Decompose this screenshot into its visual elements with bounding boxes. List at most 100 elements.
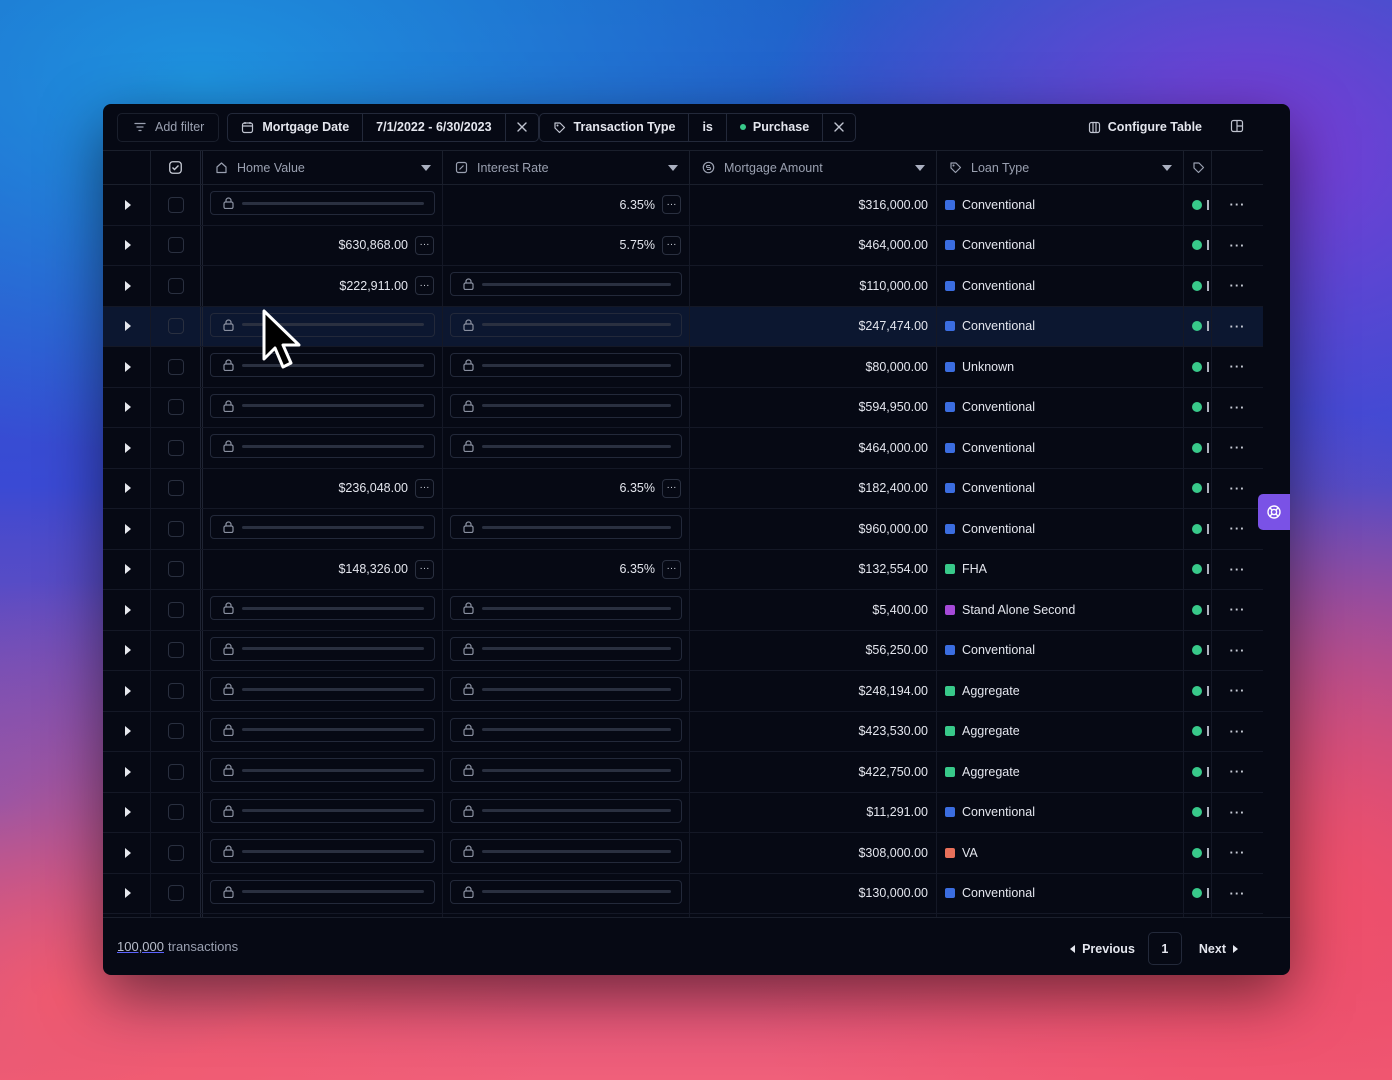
- mortgage-amount-cell[interactable]: $316,000.00: [690, 185, 937, 225]
- cell-menu-button[interactable]: ···: [662, 195, 681, 215]
- mortgage-amount-cell[interactable]: $960,000.00: [690, 509, 937, 549]
- row-actions-button[interactable]: ···: [1229, 683, 1246, 699]
- interest-rate-cell-locked[interactable]: [443, 873, 690, 913]
- add-filter-button[interactable]: Add filter: [117, 112, 220, 142]
- row-actions-button[interactable]: ···: [1229, 480, 1246, 496]
- row-actions-button[interactable]: ···: [1229, 521, 1246, 537]
- mortgage-amount-cell[interactable]: $248,194.00: [690, 671, 937, 711]
- expand-row-button[interactable]: [103, 468, 151, 508]
- mortgage-amount-cell[interactable]: $423,530.00: [690, 711, 937, 751]
- row-actions-button[interactable]: ···: [1229, 845, 1246, 861]
- expand-row-button[interactable]: [103, 914, 151, 918]
- table-row[interactable]: $80,000.00 Unknown ···: [103, 347, 1263, 388]
- home-value-cell-locked[interactable]: [203, 833, 443, 873]
- current-page-number[interactable]: 1: [1147, 932, 1182, 965]
- interest-rate-cell-locked[interactable]: [443, 266, 690, 306]
- truncated-status-cell[interactable]: [1184, 509, 1212, 549]
- row-actions-button[interactable]: ···: [1229, 359, 1246, 375]
- mortgage-amount-cell[interactable]: [690, 914, 937, 918]
- truncated-status-cell[interactable]: [1184, 671, 1212, 711]
- truncated-status-cell[interactable]: [1184, 711, 1212, 751]
- loan-type-cell[interactable]: Stand Alone Second: [937, 590, 1184, 630]
- cell-menu-button[interactable]: ···: [662, 235, 681, 255]
- home-value-cell-locked[interactable]: [203, 387, 443, 427]
- mortgage-amount-cell[interactable]: $247,474.00: [690, 306, 937, 346]
- row-actions-button[interactable]: ···: [1229, 885, 1246, 901]
- loan-type-cell[interactable]: Conventional: [937, 266, 1184, 306]
- expand-row-button[interactable]: [103, 185, 151, 225]
- interest-rate-cell-locked[interactable]: [443, 833, 690, 873]
- home-value-cell-locked[interactable]: [203, 914, 443, 918]
- truncated-status-cell[interactable]: [1184, 792, 1212, 832]
- interest-rate-cell-locked[interactable]: [443, 711, 690, 751]
- loan-type-cell[interactable]: Aggregate: [937, 671, 1184, 711]
- expand-row-button[interactable]: [103, 549, 151, 589]
- expand-row-button[interactable]: [103, 792, 151, 832]
- loan-type-cell[interactable]: Aggregate: [937, 752, 1184, 792]
- row-actions-button[interactable]: ···: [1229, 764, 1246, 780]
- row-actions-button[interactable]: ···: [1229, 602, 1246, 618]
- loan-type-cell[interactable]: VA: [937, 833, 1184, 873]
- truncated-status-cell[interactable]: [1184, 873, 1212, 913]
- truncated-status-cell[interactable]: [1184, 266, 1212, 306]
- truncated-status-cell[interactable]: [1184, 833, 1212, 873]
- row-checkbox[interactable]: [167, 237, 184, 254]
- remove-filter-button[interactable]: [823, 114, 855, 141]
- expand-row-button[interactable]: [103, 590, 151, 630]
- row-checkbox[interactable]: [167, 723, 184, 740]
- mortgage-amount-cell[interactable]: $422,750.00: [690, 752, 937, 792]
- locked-field[interactable]: [210, 353, 435, 377]
- mortgage-amount-cell[interactable]: $130,000.00: [690, 873, 937, 913]
- expand-row-button[interactable]: [103, 347, 151, 387]
- remove-filter-button[interactable]: [506, 114, 538, 141]
- column-header-loan-type[interactable]: Loan Type: [937, 151, 1184, 184]
- mortgage-amount-cell[interactable]: $110,000.00: [690, 266, 937, 306]
- locked-field[interactable]: [450, 393, 682, 418]
- expand-row-button[interactable]: [103, 509, 151, 549]
- row-checkbox[interactable]: [167, 885, 184, 902]
- filter-value-purchase[interactable]: Purchase: [727, 113, 824, 141]
- cell-menu-button[interactable]: ···: [415, 478, 434, 498]
- row-actions-button[interactable]: ···: [1229, 278, 1246, 294]
- loan-type-cell[interactable]: [937, 914, 1184, 918]
- select-all-checkbox[interactable]: [151, 151, 203, 184]
- interest-rate-cell[interactable]: 6.35% ···: [443, 185, 690, 225]
- locked-field[interactable]: [450, 798, 682, 823]
- row-checkbox[interactable]: [167, 561, 184, 578]
- locked-field[interactable]: [210, 515, 435, 539]
- mortgage-amount-cell[interactable]: $464,000.00: [690, 225, 937, 265]
- locked-field[interactable]: [450, 272, 682, 296]
- mortgage-amount-cell[interactable]: $182,400.00: [690, 468, 937, 508]
- truncated-status-cell[interactable]: [1184, 630, 1212, 670]
- mortgage-amount-cell[interactable]: $80,000.00: [690, 347, 937, 387]
- expand-row-button[interactable]: [103, 752, 151, 792]
- chevron-down-icon[interactable]: [668, 165, 678, 171]
- row-actions-button[interactable]: ···: [1229, 804, 1246, 820]
- table-row[interactable]: $130,000.00 Conventional ···: [103, 873, 1263, 914]
- row-actions-button[interactable]: ···: [1229, 237, 1246, 253]
- interest-rate-cell[interactable]: 6.35% ···: [443, 549, 690, 589]
- home-value-cell[interactable]: $148,326.00 ···: [203, 549, 443, 589]
- truncated-status-cell[interactable]: [1184, 428, 1212, 468]
- mortgage-amount-cell[interactable]: $56,250.00: [690, 630, 937, 670]
- row-actions-button[interactable]: ···: [1229, 642, 1246, 658]
- table-row[interactable]: $464,000.00 Conventional ···: [103, 428, 1263, 469]
- cell-menu-button[interactable]: ···: [415, 559, 434, 579]
- loan-type-cell[interactable]: Aggregate: [937, 711, 1184, 751]
- mortgage-amount-cell[interactable]: $5,400.00: [690, 590, 937, 630]
- chevron-down-icon[interactable]: [421, 165, 431, 171]
- row-actions-button[interactable]: ···: [1229, 197, 1246, 213]
- help-widget-button[interactable]: [1258, 494, 1290, 530]
- home-value-cell[interactable]: $236,048.00 ···: [203, 468, 443, 508]
- home-value-cell-locked[interactable]: [203, 630, 443, 670]
- truncated-status-cell[interactable]: [1184, 914, 1212, 918]
- expand-row-button[interactable]: [103, 387, 151, 427]
- home-value-cell-locked[interactable]: [203, 509, 443, 549]
- locked-field[interactable]: [450, 434, 682, 458]
- truncated-status-cell[interactable]: [1184, 185, 1212, 225]
- table-row[interactable]: $236,048.00 ··· 6.35% ··· $182,400.00 Convent…: [103, 468, 1263, 509]
- row-checkbox[interactable]: [167, 318, 184, 335]
- loan-type-cell[interactable]: Unknown: [937, 347, 1184, 387]
- interest-rate-cell-locked[interactable]: [443, 590, 690, 630]
- interest-rate-cell-locked[interactable]: [443, 509, 690, 549]
